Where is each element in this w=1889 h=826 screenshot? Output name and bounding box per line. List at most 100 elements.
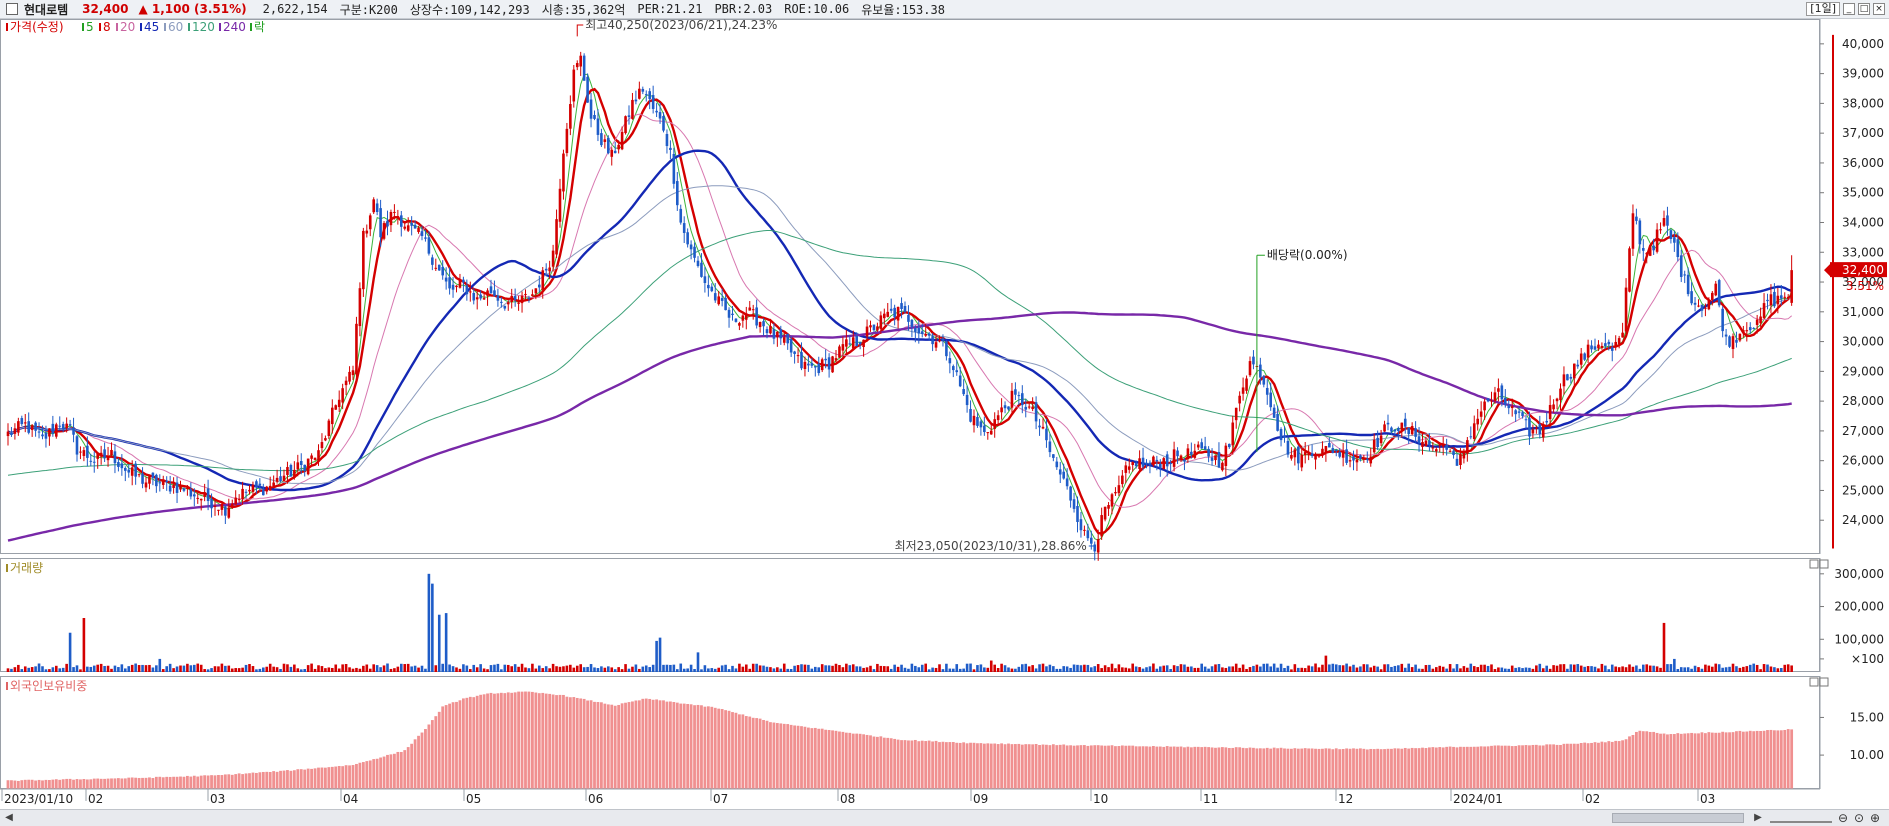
volume-tick-label: 300,000: [1834, 567, 1884, 581]
candle-body: [320, 442, 324, 449]
candle: [92, 451, 96, 473]
foreign-bar: [1258, 748, 1262, 789]
volume-bar: [262, 667, 265, 672]
volume-bar: [48, 669, 51, 672]
candle-body: [1573, 363, 1576, 379]
candle-body: [679, 208, 683, 223]
minimize-button[interactable]: _: [1843, 3, 1855, 15]
zoom-out-icon[interactable]: ⊖: [1837, 811, 1849, 825]
volume-bar: [1203, 666, 1207, 672]
volume-bar: [455, 667, 458, 672]
zoom-in-icon[interactable]: ⊕: [1869, 811, 1881, 825]
foreign-bar: [1741, 731, 1745, 789]
foreign-bar: [1296, 748, 1300, 789]
volume-bar: [1448, 664, 1452, 672]
candle-body: [796, 355, 800, 357]
candle-body: [910, 319, 914, 327]
candle-body: [1403, 418, 1407, 427]
candle-body: [845, 339, 848, 347]
candle: [217, 509, 220, 516]
candle: [1362, 454, 1366, 463]
volume-bar: [448, 664, 451, 672]
scroll-thumb[interactable]: [1612, 813, 1744, 823]
foreign-bar: [234, 774, 238, 789]
foreign-bar: [41, 780, 44, 789]
candle-body: [989, 430, 993, 435]
candle-body: [1193, 450, 1197, 458]
candle: [717, 290, 720, 306]
foreign-bar: [586, 700, 589, 789]
candle: [358, 282, 362, 337]
volume-bar: [155, 665, 158, 672]
candle: [955, 359, 959, 376]
volume-bar: [1435, 667, 1438, 672]
candle-body: [1514, 410, 1517, 415]
foreign-bar: [1014, 744, 1017, 789]
candle-body: [1010, 390, 1014, 408]
candle-body: [41, 434, 44, 437]
candle: [289, 463, 293, 477]
foreign-bar: [917, 741, 921, 789]
foreign-bar: [292, 770, 296, 789]
foreign-bar: [1327, 748, 1331, 789]
candle-body: [1597, 344, 1600, 349]
candle-body: [1414, 428, 1417, 437]
scroll-right-icon[interactable]: ▶: [1754, 812, 1762, 823]
volume-bar: [286, 664, 289, 672]
foreign-bar: [137, 777, 141, 789]
period-selector[interactable]: [1일]: [1806, 2, 1840, 16]
candle-body: [810, 363, 814, 366]
candle-body: [820, 359, 824, 371]
foreign-bar: [1755, 730, 1759, 789]
volume-bar: [362, 665, 365, 672]
volume-bar: [341, 664, 344, 672]
candle-body: [1683, 274, 1686, 276]
foreign-bar: [1193, 746, 1197, 789]
volume-bar: [1700, 668, 1704, 672]
candle: [1673, 230, 1676, 252]
foreign-bar: [172, 776, 175, 789]
volume-bar: [1045, 666, 1048, 672]
zoom-slider[interactable]: [1770, 813, 1832, 823]
candle-body: [1300, 454, 1304, 468]
foreign-bar: [907, 740, 910, 789]
volume-bar: [1507, 668, 1511, 672]
foreign-bar: [1065, 745, 1069, 789]
candle: [938, 335, 941, 343]
candle-body: [1183, 459, 1186, 462]
volume-bar: [858, 666, 862, 672]
foreign-bar: [693, 705, 696, 789]
zoom-fit-icon[interactable]: ⊙: [1853, 811, 1865, 825]
candle-body: [1469, 436, 1473, 438]
foreign-bar: [1176, 746, 1179, 789]
candle: [1424, 436, 1428, 447]
foreign-bar: [144, 777, 148, 789]
foreign-bar: [175, 776, 179, 789]
foreign-bar: [1107, 745, 1110, 789]
candle: [1790, 255, 1793, 306]
close-button[interactable]: ×: [1873, 3, 1885, 15]
candle-body: [717, 296, 720, 305]
candle: [1341, 443, 1345, 467]
volume-bar: [1021, 664, 1024, 672]
candle: [1579, 347, 1583, 369]
foreign-bar: [403, 750, 407, 789]
candle: [441, 260, 444, 280]
checkbox[interactable]: [6, 3, 18, 15]
foreign-bar: [279, 770, 282, 789]
foreign-bar: [1069, 745, 1072, 789]
foreign-bar: [503, 693, 507, 789]
volume-bar: [917, 667, 921, 672]
foreign-bar: [148, 777, 151, 789]
volume-bar: [234, 668, 237, 672]
scroll-left-icon[interactable]: ◀: [5, 812, 13, 823]
candle: [531, 289, 534, 297]
volume-bar: [355, 667, 358, 672]
legend-label: 45: [144, 20, 159, 34]
chart-scrollbar[interactable]: ◀ ▶ ⊖ ⊙ ⊕: [0, 809, 1889, 826]
candle-body: [13, 428, 17, 434]
volume-bar: [417, 667, 420, 672]
candle: [672, 147, 676, 189]
candle-body: [1752, 328, 1755, 330]
maximize-button[interactable]: □: [1858, 3, 1870, 15]
